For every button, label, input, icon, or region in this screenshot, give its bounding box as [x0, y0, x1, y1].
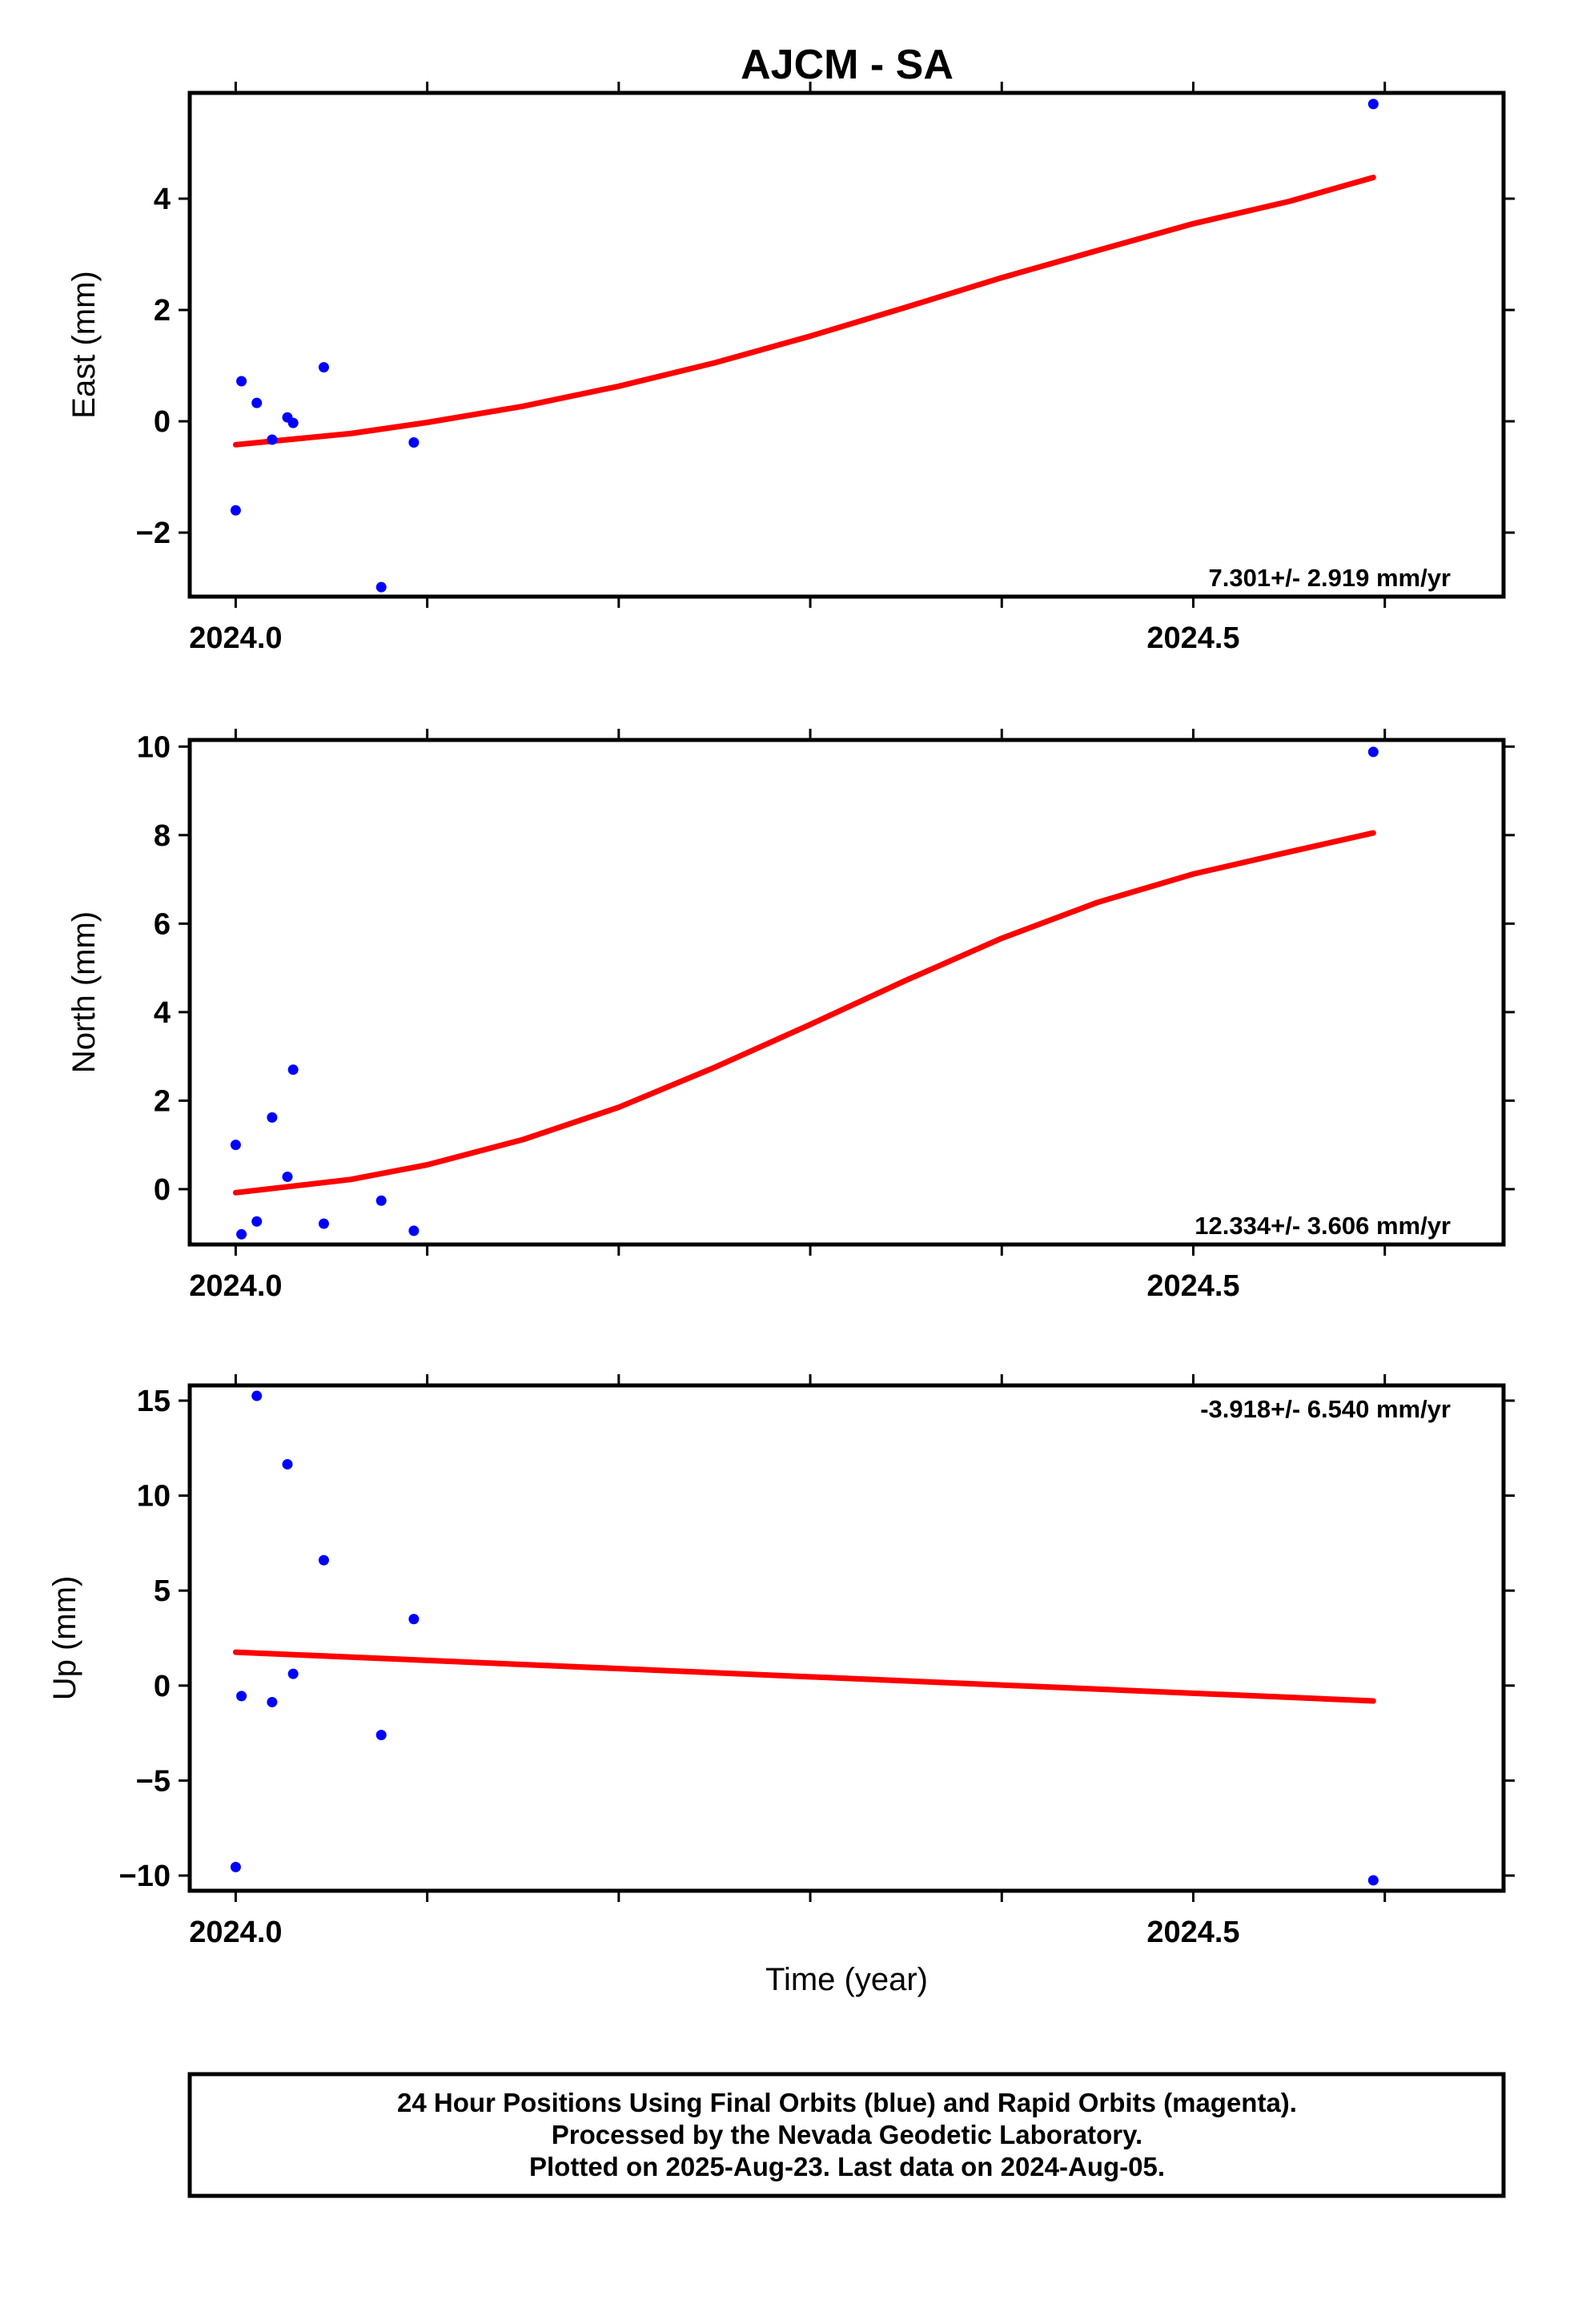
north-data-point: [287, 1064, 299, 1076]
north-data-point: [267, 1112, 278, 1123]
up-data-point: [318, 1554, 329, 1566]
caption-box: 24 Hour Positions Using Final Orbits (bl…: [187, 2072, 1506, 2198]
east-x-tick-label: 2024.5: [1146, 621, 1239, 655]
north-y-tick-label: 6: [154, 907, 171, 941]
north-fit-line: [232, 830, 1376, 1196]
caption-line-1: 24 Hour Positions Using Final Orbits (bl…: [397, 2088, 1297, 2117]
up-fit-line: [232, 1649, 1376, 1704]
east-y-axis-label: East (mm): [66, 271, 102, 418]
east-data-point: [236, 376, 247, 387]
north-rate-label: 12.334+/- 3.606 mm/yr: [1195, 1212, 1451, 1240]
east-panel: 2024.0 2024.5 −2 0 2 4 East (mm) 7.301+/- 2.919…: [66, 82, 1515, 655]
caption-line-2: Processed by the Nevada Geodetic Laborat…: [552, 2120, 1142, 2149]
east-data-point: [230, 505, 241, 516]
east-data-point: [1367, 99, 1379, 110]
east-data-point: [408, 436, 420, 448]
up-data-point: [236, 1691, 247, 1702]
up-y-tick-label: 0: [154, 1670, 171, 1703]
east-data-point: [267, 434, 278, 445]
north-data-point: [375, 1195, 387, 1206]
up-data-point: [1367, 1875, 1379, 1886]
east-fit-line: [232, 175, 1376, 448]
up-x-tick-label: 2024.0: [189, 1916, 282, 1949]
north-frame: [187, 738, 1506, 1247]
east-data-point: [318, 362, 329, 373]
north-data-point: [282, 1171, 293, 1182]
up-y-axis-label: Up (mm): [47, 1576, 82, 1701]
figure-title: AJCM - SA: [741, 42, 954, 88]
up-x-tick-label: 2024.5: [1146, 1916, 1239, 1949]
north-data-point: [236, 1228, 247, 1240]
up-y-tick-label: 10: [137, 1480, 171, 1514]
up-y-tick-label: 5: [154, 1574, 171, 1608]
up-data-point: [287, 1668, 299, 1679]
east-frame: [187, 90, 1506, 599]
up-data-point: [230, 1861, 241, 1872]
east-y-tick-label: −2: [136, 517, 171, 550]
up-x-axis-label: Time (year): [765, 1962, 928, 1997]
north-y-tick-label: 2: [154, 1084, 171, 1118]
up-y-tick-label: −10: [119, 1860, 171, 1893]
north-y-tick-label: 0: [154, 1173, 171, 1207]
east-data-point: [375, 581, 387, 593]
north-data-point: [230, 1140, 241, 1151]
east-data-point: [287, 417, 299, 428]
up-y-tick-label: 15: [137, 1385, 171, 1418]
caption-frame: [187, 2072, 1506, 2198]
north-data-point: [408, 1225, 420, 1236]
up-data-point: [282, 1458, 293, 1470]
caption-line-3: Plotted on 2025-Aug-23. Last data on 202…: [529, 2152, 1165, 2181]
north-data-point: [318, 1218, 329, 1229]
east-x-tick-label: 2024.0: [189, 621, 282, 655]
up-data-point: [408, 1614, 420, 1625]
up-data-point: [251, 1390, 263, 1401]
east-y-tick-label: 4: [154, 183, 171, 216]
up-frame: [187, 1383, 1506, 1893]
north-y-tick-label: 8: [154, 819, 171, 853]
up-data-point: [375, 1729, 387, 1740]
up-data-point: [267, 1696, 278, 1707]
north-y-tick-label: 4: [154, 996, 171, 1030]
north-data-point: [251, 1216, 263, 1227]
north-panel: 2024.0 2024.5 0 2 4 6 8 10 North (mm) 12.334+/- 3…: [66, 729, 1515, 1303]
up-y-tick-label: −5: [136, 1764, 171, 1798]
north-data-point: [1367, 746, 1379, 758]
north-x-tick-label: 2024.0: [189, 1269, 282, 1303]
north-y-axis-label: North (mm): [66, 911, 102, 1073]
east-rate-label: 7.301+/- 2.919 mm/yr: [1209, 564, 1451, 592]
east-y-tick-label: 2: [154, 294, 171, 328]
east-y-tick-label: 0: [154, 405, 171, 439]
up-panel: 2024.0 2024.5 −10 −5 0 5 10 15 Up (mm) Time (year…: [47, 1374, 1515, 1997]
north-x-tick-label: 2024.5: [1146, 1269, 1239, 1303]
east-data-point: [251, 397, 263, 408]
north-y-tick-label: 10: [137, 730, 171, 764]
up-rate-label: -3.918+/- 6.540 mm/yr: [1200, 1395, 1451, 1423]
